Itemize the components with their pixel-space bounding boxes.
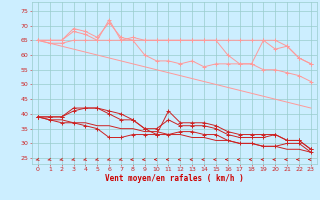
X-axis label: Vent moyen/en rafales ( km/h ): Vent moyen/en rafales ( km/h ) [105,174,244,183]
